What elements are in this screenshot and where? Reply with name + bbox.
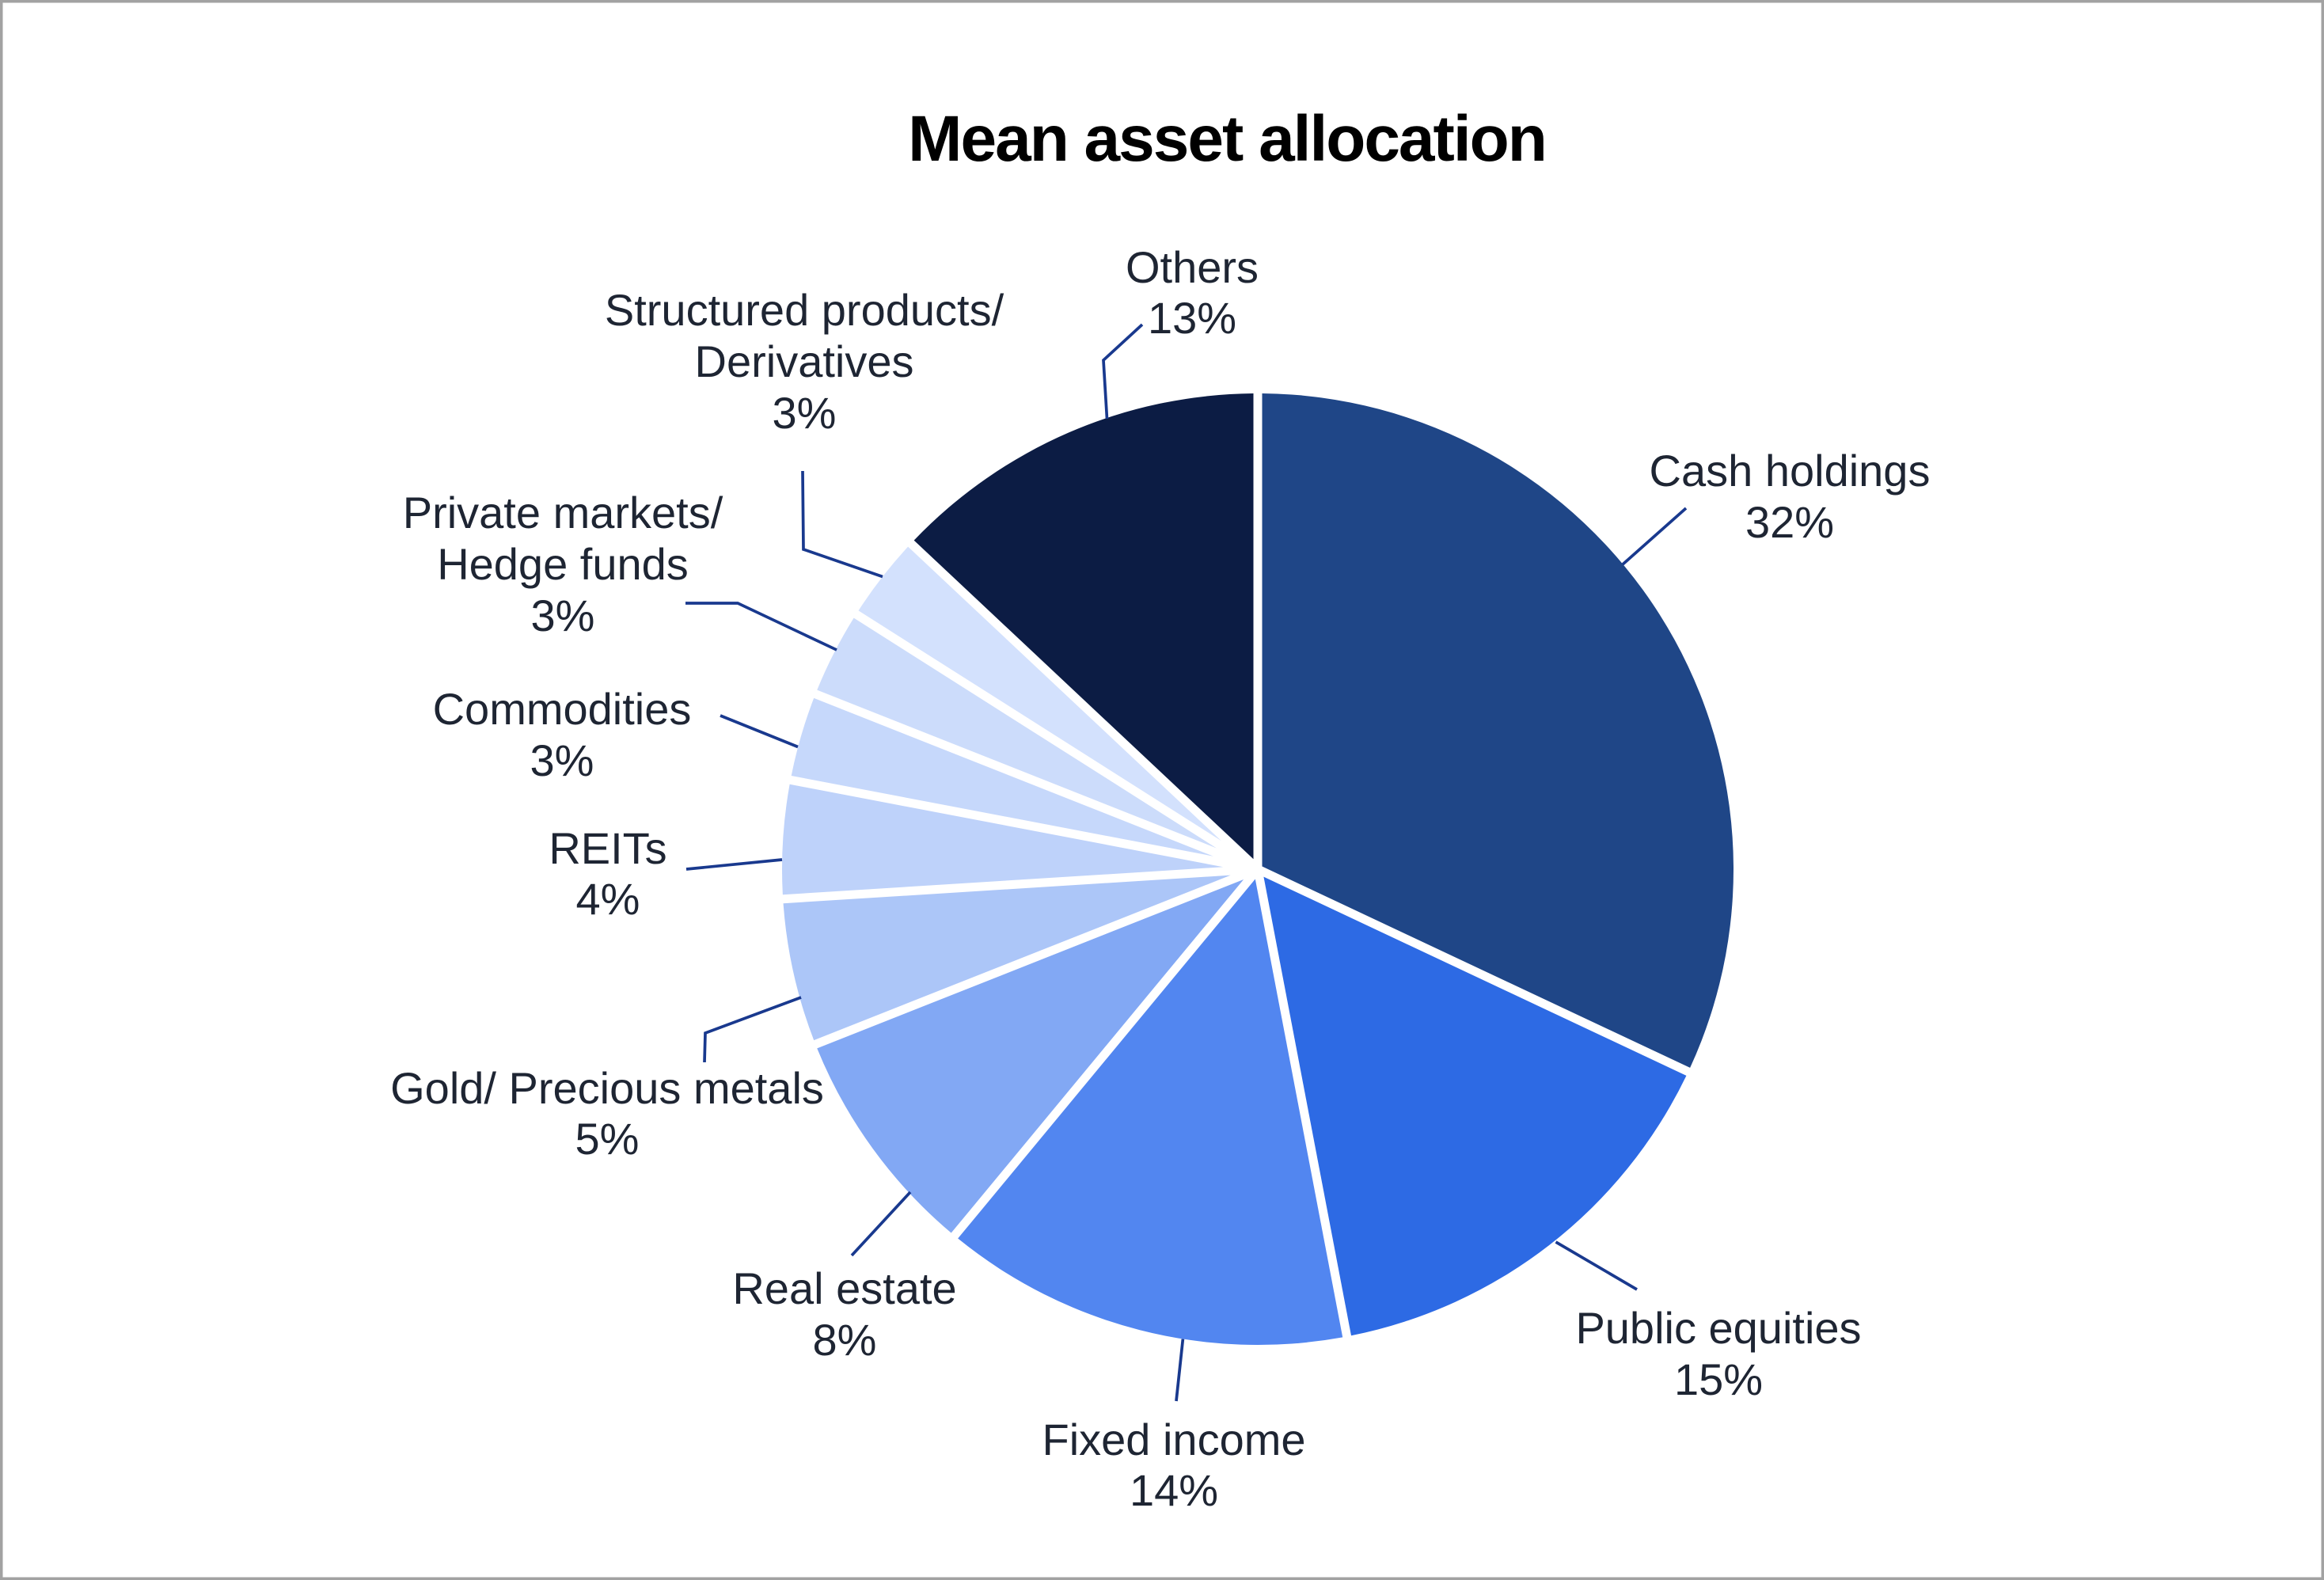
svg-text:Commodities: Commodities [433, 684, 692, 734]
svg-text:3%: 3% [773, 388, 837, 438]
svg-text:REITs: REITs [549, 823, 666, 873]
svg-text:4%: 4% [576, 874, 640, 924]
svg-text:Hedge funds: Hedge funds [437, 539, 689, 589]
svg-text:Real estate: Real estate [732, 1263, 956, 1313]
svg-text:5%: 5% [575, 1114, 640, 1164]
svg-text:32%: 32% [1745, 497, 1834, 547]
svg-text:Mean asset allocation: Mean asset allocation [908, 103, 1546, 175]
svg-text:15%: 15% [1674, 1354, 1763, 1404]
svg-text:3%: 3% [530, 735, 594, 785]
svg-text:Cash holdings: Cash holdings [1650, 446, 1931, 496]
svg-text:14%: 14% [1130, 1465, 1218, 1515]
svg-text:Structured products/: Structured products/ [605, 285, 1004, 335]
svg-text:Public equities: Public equities [1575, 1303, 1861, 1353]
svg-text:3%: 3% [531, 591, 595, 640]
svg-text:Fixed income: Fixed income [1042, 1415, 1305, 1464]
svg-text:Private markets/: Private markets/ [403, 488, 723, 537]
svg-text:13%: 13% [1148, 293, 1236, 343]
svg-text:Others: Others [1126, 242, 1259, 292]
svg-text:Derivatives: Derivatives [695, 336, 914, 386]
svg-text:8%: 8% [813, 1315, 877, 1365]
svg-text:Gold/ Precious metals: Gold/ Precious metals [390, 1063, 824, 1113]
